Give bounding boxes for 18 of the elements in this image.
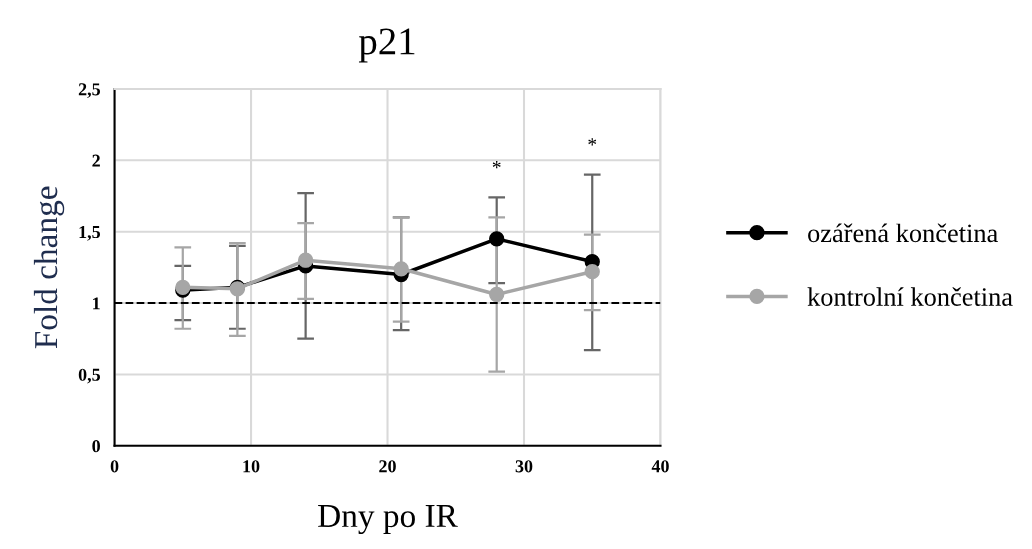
y-tick-label: 0 — [92, 440, 100, 453]
x-tick-label: 30 — [515, 460, 533, 473]
y-tick-label: 0,5 — [78, 368, 100, 384]
x-axis-title: Dny po IR — [318, 505, 458, 535]
y-tick-label: 1 — [93, 297, 100, 310]
y-axis-title: Fold change — [33, 186, 65, 349]
annotation: * — [588, 138, 597, 146]
y-tick-label: 1,5 — [79, 226, 100, 241]
legend-label: ozářená končetina — [808, 223, 998, 243]
y-tick-label: 2 — [92, 154, 100, 167]
x-tick-label: 40 — [651, 460, 669, 473]
legend-label: kontrolní končetina — [807, 287, 1013, 306]
x-tick-label: 0 — [110, 460, 119, 473]
chart-title: p21 — [358, 28, 415, 63]
y-tick-label: 2,5 — [78, 83, 100, 98]
x-tick-label: 20 — [379, 460, 396, 473]
x-tick-label: 10 — [243, 460, 260, 473]
annotation: * — [492, 161, 501, 169]
